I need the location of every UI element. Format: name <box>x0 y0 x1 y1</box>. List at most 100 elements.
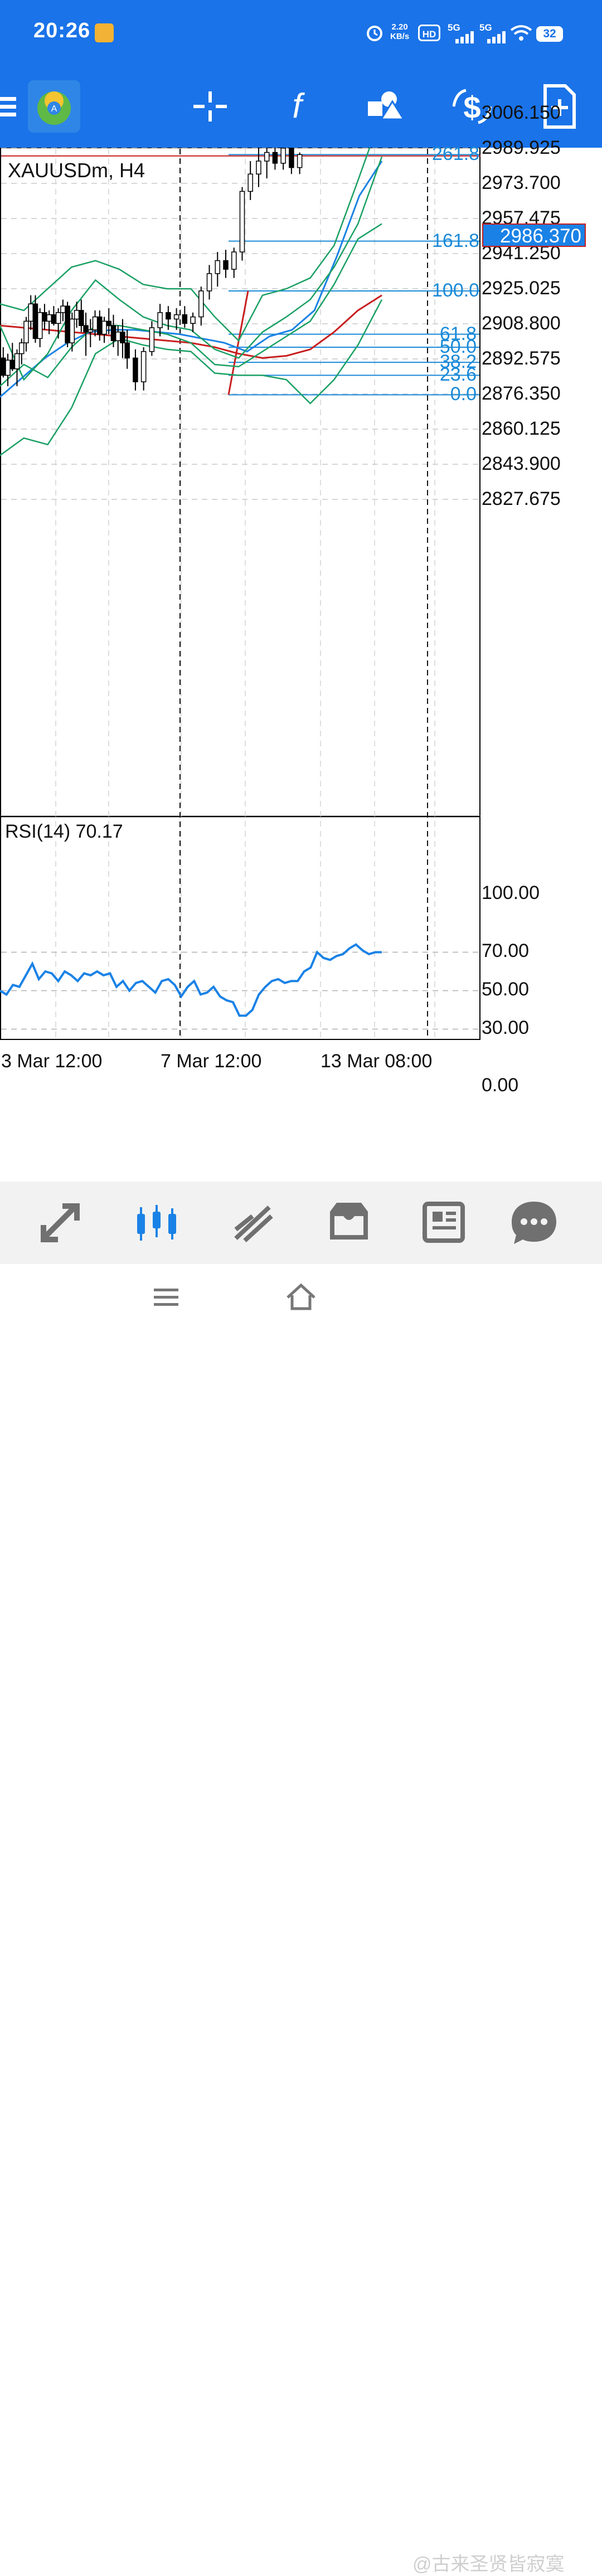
crosshair-icon[interactable] <box>179 76 241 137</box>
candle-body <box>149 327 155 352</box>
news-icon[interactable] <box>411 1189 478 1256</box>
fibonacci-level-label: 50.0 <box>439 336 477 357</box>
svg-text:$: $ <box>463 90 480 125</box>
symbol-timeframe-label: XAUUSDm, H4 <box>8 159 145 182</box>
candle-body <box>18 342 25 354</box>
candle-body <box>182 314 188 324</box>
price-tick-label: 2892.575 <box>482 348 561 369</box>
trade-icon[interactable] <box>220 1189 287 1256</box>
wifi-icon <box>510 25 532 41</box>
price-tick-label: 3006.150 <box>482 102 561 123</box>
candle-body <box>79 310 84 326</box>
candle-body <box>42 312 47 322</box>
fibonacci-anchor-line <box>227 290 249 395</box>
candle-body <box>28 303 33 322</box>
fibonacci-level-label: 0.0 <box>450 383 477 405</box>
candle-body <box>88 329 94 333</box>
candle-body <box>256 161 261 175</box>
moving-average-blue <box>0 161 383 398</box>
battery-indicator: 32 <box>536 26 563 42</box>
candle-body <box>110 325 116 342</box>
hd-badge: HD <box>418 25 440 41</box>
candle-body <box>74 310 80 320</box>
price-tick-label: 2876.350 <box>482 383 561 404</box>
chart-icon[interactable] <box>124 1189 191 1256</box>
candle-body <box>215 260 221 274</box>
envelope-upper <box>0 156 383 381</box>
rsi-tick-label: 70.00 <box>482 940 530 961</box>
chart-area[interactable]: XAUUSDm, H4 RSI(14) 70.17 3006.150 2989.9… <box>0 102 602 1182</box>
rsi-tick-label: 30.00 <box>482 1017 530 1038</box>
candle-body <box>297 154 303 168</box>
metatrader-app-icon[interactable]: A <box>23 76 85 137</box>
candle-body <box>120 332 125 343</box>
recent-apps-icon[interactable] <box>151 1281 184 1314</box>
price-tick-label: 2860.125 <box>482 418 561 439</box>
candle-body <box>1 357 6 376</box>
candle-body <box>115 332 121 342</box>
candle-body <box>247 173 253 192</box>
candle-body <box>83 325 89 333</box>
candle-body <box>65 305 70 343</box>
time-tick-label: 7 Mar 12:00 <box>161 1051 262 1072</box>
candle-body <box>231 251 237 270</box>
time-tick-label: 3 Mar 12:00 <box>1 1051 103 1072</box>
candle-body <box>140 351 147 382</box>
symbol-price-icon[interactable]: $ <box>441 76 503 137</box>
candle-body <box>190 316 196 324</box>
candle-body <box>264 152 270 162</box>
rsi-tick-label: 0.00 <box>482 1075 519 1096</box>
candle-body <box>173 314 179 320</box>
status-time: 20:26 <box>33 19 91 42</box>
new-order-icon[interactable] <box>528 76 590 137</box>
candle-body <box>60 305 66 313</box>
candle-body <box>55 312 61 324</box>
price-tick-label: 2973.700 <box>482 172 561 193</box>
price-chart[interactable] <box>0 148 602 1182</box>
quotes-icon[interactable] <box>27 1189 94 1256</box>
system-nav-bar: @古来圣贤皆寂寞 <box>0 1264 602 2575</box>
messages-icon[interactable] <box>501 1189 567 1256</box>
signal-5g-label-2: 5G <box>479 22 492 33</box>
candle-body <box>133 357 138 382</box>
fibonacci-level-label: 161.8 <box>432 230 480 251</box>
home-icon[interactable] <box>283 1280 319 1315</box>
notification-app-icon <box>95 23 114 42</box>
bottom-nav <box>0 1182 602 1264</box>
candle-body <box>101 320 107 335</box>
candle-body <box>23 320 29 343</box>
indicators-icon[interactable]: f <box>266 76 328 137</box>
objects-icon[interactable] <box>355 76 416 137</box>
svg-text:A: A <box>51 104 57 114</box>
bollinger-upper <box>0 148 371 342</box>
candle-body <box>46 314 52 322</box>
candle-body <box>37 312 43 339</box>
candle-body <box>32 303 38 339</box>
fibonacci-level-label: 38.2 <box>439 351 477 373</box>
price-tick-label: 2925.025 <box>482 278 561 299</box>
history-icon[interactable] <box>315 1189 382 1256</box>
time-tick-label: 13 Mar 08:00 <box>321 1051 433 1072</box>
status-bar: 20:26 2.20 KB/s HD 5G 5G 32 <box>0 0 602 66</box>
watermark: @古来圣贤皆寂寞 <box>412 2554 565 2575</box>
rsi-line <box>0 943 382 1017</box>
envelope-lower <box>0 223 382 387</box>
candle-body <box>69 318 75 343</box>
candle-body <box>239 191 245 252</box>
candle-body <box>14 353 20 370</box>
net-speed-unit: KB/s <box>390 32 410 41</box>
candle-body <box>223 260 229 270</box>
signal-bars-icon <box>455 31 474 43</box>
menu-icon[interactable] <box>0 76 45 137</box>
candle-body <box>106 320 111 326</box>
alarm-icon <box>367 26 382 41</box>
candle-body <box>51 314 57 324</box>
signal-bars-icon-2 <box>487 31 506 43</box>
fibonacci-level-label: 261.8 <box>432 143 480 165</box>
rsi-tick-label: 100.00 <box>482 882 540 903</box>
net-speed-value: 2.20 <box>391 22 408 32</box>
candle-body <box>92 316 98 330</box>
candle-body <box>272 152 278 164</box>
moving-average-red <box>0 294 382 359</box>
price-tick-label: 2843.900 <box>482 453 561 475</box>
